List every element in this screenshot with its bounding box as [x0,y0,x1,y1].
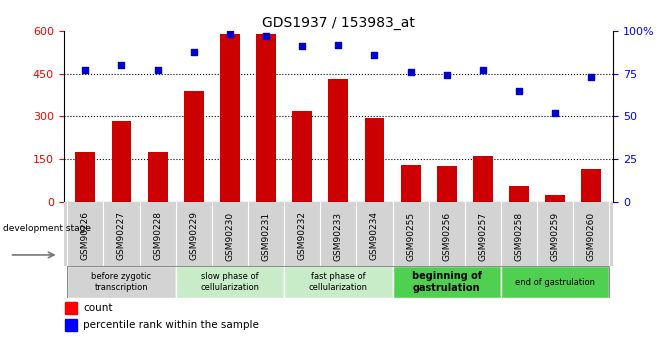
Text: end of gastrulation: end of gastrulation [515,277,595,287]
Bar [256,34,276,202]
Bar [545,195,565,202]
Bar [328,79,348,202]
Text: before zygotic
transcription: before zygotic transcription [91,272,151,292]
Text: GSM90259: GSM90259 [551,211,559,260]
Point [514,88,525,93]
Bar [582,169,601,202]
Text: fast phase of
cellularization: fast phase of cellularization [309,272,368,292]
Text: GSM90230: GSM90230 [225,211,234,260]
Text: GSM90255: GSM90255 [406,211,415,260]
Bar [401,165,421,202]
Text: GSM90256: GSM90256 [442,211,452,260]
Point [224,32,235,37]
Bar [501,266,610,298]
Bar [111,121,131,202]
Bar [292,111,312,202]
Text: count: count [83,303,113,313]
Bar [364,118,385,202]
Text: GSM90226: GSM90226 [81,211,90,260]
Text: GSM90258: GSM90258 [515,211,523,260]
Point [116,62,127,68]
Text: GSM90229: GSM90229 [189,211,198,260]
Text: GSM90228: GSM90228 [153,211,162,260]
Bar [176,266,284,298]
Text: GSM90227: GSM90227 [117,211,126,260]
Text: slow phase of
cellularization: slow phase of cellularization [200,272,259,292]
Point [405,69,416,75]
Text: GSM90231: GSM90231 [261,211,271,260]
Bar [65,302,77,314]
Point [550,110,561,116]
Bar [509,186,529,202]
Text: GSM90260: GSM90260 [587,211,596,260]
Point [261,33,271,39]
Bar [437,166,457,202]
Point [369,52,380,58]
Point [478,68,488,73]
Bar [284,266,393,298]
Point [442,73,452,78]
Point [80,68,90,73]
Title: GDS1937 / 153983_at: GDS1937 / 153983_at [262,16,415,30]
Bar [220,34,240,202]
Point [297,44,308,49]
Bar [393,266,501,298]
Point [586,75,597,80]
Text: GSM90234: GSM90234 [370,211,379,260]
Bar [147,152,168,202]
Text: beginning of
gastrulation: beginning of gastrulation [412,271,482,293]
Point [188,49,199,54]
Text: GSM90257: GSM90257 [478,211,488,260]
Point [333,42,344,48]
Text: GSM90232: GSM90232 [297,211,307,260]
Bar [184,91,204,202]
Text: GSM90233: GSM90233 [334,211,343,260]
Bar [76,152,95,202]
Text: development stage: development stage [3,224,91,233]
Point [152,68,163,73]
Bar [67,266,176,298]
Bar [473,156,493,202]
Bar [65,319,77,331]
Text: percentile rank within the sample: percentile rank within the sample [83,321,259,330]
